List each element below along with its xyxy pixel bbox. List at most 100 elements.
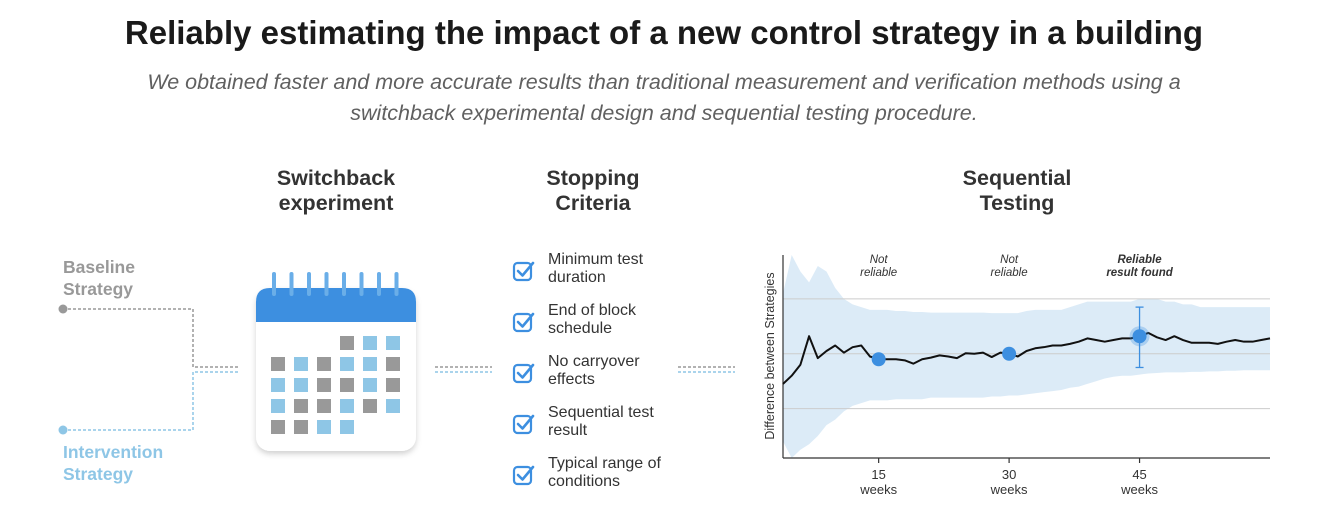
switchback-heading-line2: experiment xyxy=(278,191,394,215)
calendar-ring xyxy=(324,272,329,296)
criterion-label: No carryover effects xyxy=(548,353,688,389)
calendar-ring xyxy=(342,272,346,296)
sequential-heading: Sequential Testing xyxy=(917,166,1117,216)
criterion-label: Sequential test result xyxy=(548,404,688,440)
calendar-day-blue xyxy=(271,399,285,413)
annotation-line1: Not xyxy=(1000,254,1019,266)
criterion-label: End of block schedule xyxy=(548,302,688,338)
annotation-line2: reliable xyxy=(860,267,898,279)
criterion-item: Sequential test result xyxy=(510,403,685,443)
criterion-label: Minimum test duration xyxy=(548,251,688,287)
calendar-day-blue xyxy=(386,399,400,413)
stopping-heading-line2: Criteria xyxy=(555,191,631,215)
criterion-label-line1: No carryover xyxy=(548,353,640,370)
criterion-item: Typical range of conditions xyxy=(510,454,685,494)
calendar-day-gray xyxy=(271,420,285,434)
baseline-label-line2: Strategy xyxy=(63,279,134,299)
calendar-day-blue xyxy=(340,357,354,371)
intervention-label-line1: Intervention xyxy=(63,442,164,462)
criterion-item: End of block schedule xyxy=(510,301,685,341)
baseline-connector xyxy=(63,308,240,368)
reliability-annotation: Not reliable xyxy=(959,254,1059,280)
checkbox-icon xyxy=(512,312,535,333)
calendar-ring xyxy=(272,272,276,296)
intervention-connector xyxy=(63,371,240,431)
criterion-label-line2: conditions xyxy=(548,473,621,490)
sequential-heading-line1: Sequential xyxy=(962,166,1072,190)
criterion-label: Typical range of conditions xyxy=(548,455,688,491)
calendar-ring xyxy=(307,272,311,296)
reliability-annotation: Not reliable xyxy=(829,254,929,280)
criterion-item: Minimum test duration xyxy=(510,250,685,290)
calendar-day-gray xyxy=(271,357,285,371)
calendar-grid xyxy=(271,336,400,434)
calendar-day-blue xyxy=(386,336,400,350)
checkbox-icon xyxy=(512,414,535,435)
x-tick-unit: weeks xyxy=(990,482,1028,497)
x-tick-value: 15 xyxy=(871,467,886,482)
highlight-point xyxy=(1132,329,1147,344)
baseline-label-line1: Baseline xyxy=(63,257,135,277)
grid-lines xyxy=(783,298,1270,410)
criterion-label-line1: Typical range of xyxy=(548,455,661,472)
calendar-day-gray xyxy=(363,399,377,413)
calendar-day-gray xyxy=(294,399,308,413)
chart-axes xyxy=(782,255,1270,463)
calendar-rings xyxy=(272,272,399,296)
calendar-day-gray xyxy=(317,357,331,371)
calendar-day-gray xyxy=(386,378,400,392)
calendar-ring xyxy=(377,272,381,296)
calendar-icon xyxy=(256,272,416,451)
criterion-label-line1: Sequential test xyxy=(548,404,654,421)
highlight-points xyxy=(871,306,1150,369)
calendar-day-blue xyxy=(363,336,377,350)
confidence-band xyxy=(783,255,1270,458)
annotation-line2: result found xyxy=(1106,267,1173,279)
calendar-day-blue xyxy=(363,357,377,371)
estimate-line xyxy=(782,331,1271,385)
x-tick-label: 45 weeks xyxy=(1110,467,1170,497)
baseline-strategy-label: Baseline Strategy xyxy=(63,256,135,300)
calendar-day-blue xyxy=(271,378,285,392)
y-axis-label: Difference between Strategies xyxy=(763,272,777,440)
reliability-annotation: Reliable result found xyxy=(1090,254,1190,280)
x-tick-unit: weeks xyxy=(860,482,898,497)
calendar-header xyxy=(256,288,416,322)
calendar-day-gray xyxy=(317,378,331,392)
criterion-label-line2: effects xyxy=(548,371,595,388)
subtitle-line-2: switchback experimental design and seque… xyxy=(350,101,978,125)
checkbox-icon xyxy=(512,363,535,384)
calendar-ring xyxy=(394,272,399,296)
calendar-day-gray xyxy=(386,357,400,371)
x-tick-value: 30 xyxy=(1001,467,1017,482)
calendar-day-blue xyxy=(340,420,354,434)
sequential-testing-chart xyxy=(782,255,1271,463)
intervention-strategy-label: Intervention Strategy xyxy=(63,441,163,485)
x-tick-unit: weeks xyxy=(1121,482,1158,497)
criterion-item: No carryover effects xyxy=(510,352,685,392)
calendar-day-blue xyxy=(363,378,377,392)
checkbox-icon xyxy=(512,261,535,282)
x-tick-value: 45 xyxy=(1132,467,1147,482)
estimate-line-group xyxy=(782,331,1271,385)
criterion-label-line1: Minimum test xyxy=(548,251,644,268)
annotation-line1: Reliable xyxy=(1117,254,1162,266)
x-tick-label: 30 weeks xyxy=(979,467,1039,497)
calendar-day-blue xyxy=(294,378,308,392)
highlight-point xyxy=(1002,346,1017,361)
criterion-label-line1: End of block xyxy=(548,302,637,319)
calendar-day-gray xyxy=(317,399,331,413)
criterion-label-line2: duration xyxy=(548,269,606,286)
subtitle-line-1: We obtained faster and more accurate res… xyxy=(147,70,1181,94)
calendar-ring xyxy=(289,272,294,296)
stopping-heading-line1: Stopping xyxy=(546,166,640,190)
calendar-day-blue xyxy=(340,399,354,413)
switchback-heading-line1: Switchback xyxy=(276,166,396,190)
checkbox-icon xyxy=(512,465,535,486)
calendar-day-gray xyxy=(340,378,354,392)
intervention-label-line2: Strategy xyxy=(63,464,134,484)
calendar-ring xyxy=(359,272,364,296)
calendar-day-gray xyxy=(294,420,308,434)
highlight-point xyxy=(871,352,886,367)
